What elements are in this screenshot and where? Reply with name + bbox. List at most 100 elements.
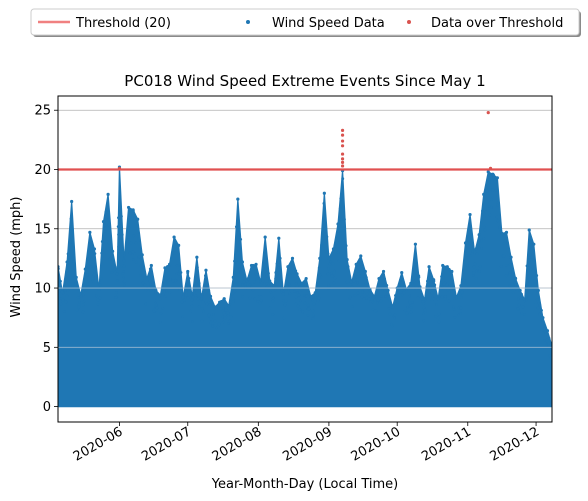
wind-speed-point [137, 237, 141, 240]
wind-speed-point [356, 281, 359, 285]
wind-speed-point [86, 273, 89, 277]
wind-speed-point [74, 275, 78, 279]
wind-speed-point [356, 291, 360, 295]
wind-speed-point [234, 263, 238, 266]
wind-speed-point [387, 297, 391, 301]
wind-speed-point [74, 281, 78, 285]
wind-speed-point [204, 274, 207, 278]
wind-speed-point [377, 276, 381, 281]
wind-speed-point [516, 307, 520, 310]
wind-speed-point [298, 308, 302, 312]
wind-speed-point [78, 300, 81, 304]
wind-speed-point [355, 275, 359, 279]
wind-speed-point [158, 321, 162, 324]
wind-speed-point [107, 241, 111, 245]
wind-speed-point [440, 295, 444, 299]
wind-speed-point [513, 281, 516, 285]
wind-speed-point [459, 284, 463, 288]
wind-speed-point [190, 304, 194, 308]
wind-speed-point [447, 267, 451, 271]
wind-speed-point [213, 319, 217, 323]
wind-speed-point [228, 303, 232, 306]
wind-speed-point [460, 290, 464, 294]
over-threshold-point [340, 128, 345, 132]
wind-speed-point [466, 264, 469, 268]
wind-speed-point [109, 256, 112, 260]
wind-speed-point [332, 281, 336, 285]
wind-speed-point [256, 299, 260, 303]
wind-speed-point [83, 267, 87, 271]
wind-speed-point [228, 319, 232, 323]
wind-speed-point [318, 273, 322, 277]
wind-speed-point [434, 314, 438, 318]
wind-speed-point [282, 316, 286, 320]
wind-speed-point [508, 263, 512, 266]
wind-speed-point [525, 264, 529, 268]
wind-speed-point [69, 222, 73, 226]
wind-speed-point [475, 252, 479, 256]
wind-speed-point [490, 197, 493, 201]
wind-speed-point [158, 293, 163, 297]
wind-speed-point [475, 270, 478, 273]
wind-speed-point [247, 277, 250, 281]
wind-speed-point [433, 283, 437, 287]
wind-speed-point [361, 290, 364, 294]
wind-speed-point [100, 240, 104, 243]
wind-speed-point [371, 296, 375, 300]
wind-speed-point [337, 259, 341, 263]
wind-speed-point [509, 255, 513, 259]
wind-speed-point [331, 247, 336, 251]
wind-speed-point [496, 203, 499, 207]
wind-speed-point [158, 297, 162, 301]
wind-speed-point [272, 284, 276, 288]
wind-speed-point [93, 270, 96, 274]
wind-speed-point [98, 283, 102, 287]
wind-speed-point [496, 219, 500, 223]
wind-speed-point [117, 216, 120, 220]
wind-speed-point [411, 300, 414, 304]
wind-speed-point [148, 267, 152, 271]
wind-speed-point [329, 259, 333, 263]
wind-speed-point [81, 310, 85, 314]
wind-speed-point [96, 302, 100, 306]
wind-speed-point [450, 283, 454, 287]
wind-speed-point [470, 240, 474, 244]
wind-speed-point [543, 338, 546, 342]
wind-speed-point [459, 306, 463, 310]
wind-speed-point [115, 279, 119, 282]
wind-speed-point [390, 322, 393, 326]
wind-speed-point [365, 296, 369, 300]
wind-speed-point [440, 287, 444, 290]
wind-speed-point [290, 256, 295, 261]
wind-speed-point [536, 306, 540, 310]
wind-speed-point [121, 272, 125, 275]
wind-speed-point [445, 283, 449, 287]
wind-speed-point [296, 304, 300, 308]
wind-speed-point [59, 302, 63, 306]
wind-speed-point [396, 300, 400, 304]
wind-speed-point [336, 222, 340, 226]
wind-speed-point [116, 265, 120, 269]
wind-speed-point [342, 226, 346, 230]
wind-speed-point [168, 291, 172, 295]
wind-speed-point [544, 329, 547, 333]
wind-speed-point [482, 237, 486, 240]
wind-speed-point [443, 295, 447, 298]
wind-speed-point [393, 313, 397, 317]
wind-speed-point [330, 271, 334, 275]
wind-speed-point [504, 263, 508, 267]
wind-speed-point [173, 251, 177, 255]
wind-speed-point [437, 320, 441, 324]
wind-speed-point [111, 249, 115, 253]
wind-speed-point [181, 295, 185, 300]
wind-speed-point [182, 298, 186, 302]
wind-speed-point [171, 279, 175, 283]
wind-speed-point [283, 303, 287, 307]
wind-speed-point [317, 266, 321, 270]
x-tick-label: 2020-10 [349, 424, 404, 464]
wind-speed-point [357, 270, 360, 273]
wind-speed-point [94, 276, 97, 280]
wind-speed-point [248, 296, 252, 300]
wind-speed-point [478, 265, 482, 268]
wind-speed-point [222, 311, 226, 315]
